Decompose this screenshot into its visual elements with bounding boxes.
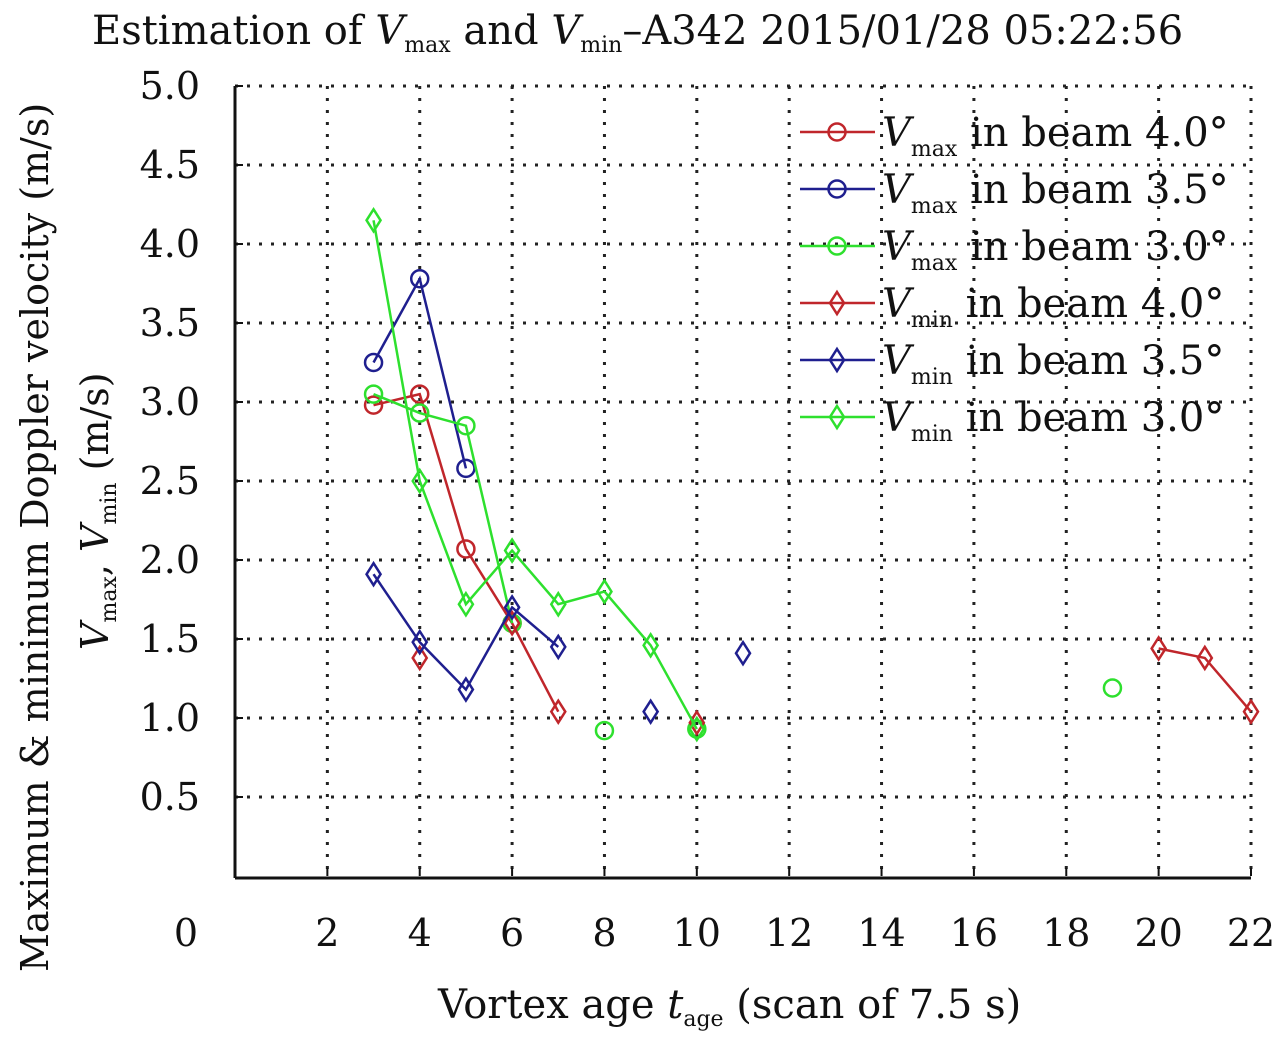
y-tick-label: 1.5 (140, 617, 200, 661)
data-point (456, 458, 476, 479)
data-point (1102, 678, 1123, 698)
legend-item: Vmax in beam 3.0° (800, 224, 1229, 276)
data-point (363, 352, 384, 373)
data-point (456, 539, 476, 559)
y-axis-label: Maximum & minimum Doppler velocity (m/s) (13, 103, 57, 972)
data-point (363, 384, 384, 404)
data-point (1196, 644, 1214, 672)
data-point (363, 395, 384, 415)
y-tick-label: 0.5 (140, 775, 200, 819)
x-tick-label: 0 (174, 911, 198, 955)
series-line (1158, 647, 1252, 713)
chart-title: Estimation of Vmax and Vmin–A342 2015/01… (92, 8, 1183, 58)
data-point (549, 698, 567, 726)
data-point (642, 698, 660, 726)
y-tick-label: 1.0 (140, 696, 200, 740)
data-point (365, 206, 383, 234)
data-point (456, 415, 476, 436)
data-point (457, 590, 475, 618)
series-line (373, 392, 514, 624)
data-point (688, 715, 706, 743)
legend-label: Vmax in beam 4.0° (882, 110, 1229, 162)
y-axis-label-vars: Vmax, Vmin (m/s) (73, 372, 122, 650)
x-axis-label: Vortex age tage (scan of 7.5 s) (437, 982, 1021, 1032)
series-line (372, 275, 468, 469)
legend-label: Vmax in beam 3.0° (882, 224, 1229, 276)
legend-marker (828, 403, 846, 431)
x-tick-label: 20 (1134, 911, 1182, 955)
legend-item: Vmax in beam 4.0° (800, 110, 1229, 162)
data-point (642, 631, 660, 659)
legend-item: Vmin in beam 4.0° (800, 281, 1224, 333)
series-5 (365, 206, 706, 743)
legend-marker (828, 346, 846, 374)
x-tick-label: 10 (673, 911, 721, 955)
x-tick-label: 18 (1042, 911, 1090, 955)
data-point (503, 594, 521, 621)
data-point (457, 676, 475, 703)
series-4 (365, 560, 752, 726)
x-tick-label: 6 (500, 911, 524, 955)
y-tick-label: 4.5 (140, 143, 200, 187)
x-tick-label: 4 (408, 911, 432, 955)
axes: 0 2 4 6 8 10 12 14 16 18 20 22 0.5 1.0 1.5 2.0 2.5 3.0 3.5… (140, 64, 1276, 955)
legend-label: Vmin in beam 3.5° (882, 338, 1224, 390)
grid (235, 84, 1253, 876)
x-tick-label: 8 (592, 911, 616, 955)
x-tick-label: 12 (765, 911, 813, 955)
y-tick-label: 3.0 (140, 380, 200, 424)
series-1 (363, 269, 476, 479)
legend-marker (827, 236, 847, 256)
legend-label: Vmin in beam 4.0° (882, 281, 1224, 333)
series-line (373, 392, 514, 624)
data-point (549, 590, 567, 618)
data-point (549, 633, 567, 661)
data-point (595, 578, 613, 605)
legend-item: Vmax in beam 3.5° (800, 167, 1229, 219)
series-layer (363, 206, 1260, 743)
data-point (409, 269, 430, 289)
data-point (411, 467, 429, 495)
series-3 (411, 609, 1260, 737)
legend: Vmax in beam 4.0°Vmax in beam 3.5°Vmax i… (800, 110, 1229, 447)
y-tick-label: 3.5 (140, 301, 200, 345)
legend-label: Vmin in beam 3.0° (882, 395, 1224, 447)
legend-marker (827, 122, 847, 142)
y-tick-label: 5.0 (140, 64, 200, 108)
y-tick-label: 2.0 (140, 538, 200, 582)
data-point (365, 560, 383, 588)
legend-marker (827, 179, 847, 199)
data-point (411, 628, 429, 656)
data-point (687, 719, 707, 739)
legend-label: Vmax in beam 3.5° (882, 167, 1229, 219)
data-point (409, 403, 430, 423)
series-line (372, 220, 698, 730)
x-tick-label: 16 (950, 911, 998, 955)
data-point (503, 609, 521, 637)
y-tick-label: 4.0 (140, 222, 200, 266)
y-tick-label: 2.5 (140, 459, 200, 503)
data-point (1242, 698, 1260, 726)
legend-item: Vmin in beam 3.5° (800, 338, 1224, 390)
x-tick-label: 22 (1227, 911, 1275, 955)
legend-item: Vmin in beam 3.0° (800, 395, 1224, 447)
x-tick-label: 2 (315, 911, 339, 955)
x-tick-label: 14 (857, 911, 905, 955)
data-point (503, 537, 521, 564)
data-point (734, 639, 752, 667)
data-point (1150, 635, 1168, 662)
data-point (409, 384, 430, 404)
series-line (510, 622, 560, 713)
data-point (594, 720, 615, 741)
series-line (372, 573, 560, 692)
legend-marker (828, 289, 846, 317)
data-point (411, 644, 429, 672)
series-2 (363, 384, 1123, 741)
